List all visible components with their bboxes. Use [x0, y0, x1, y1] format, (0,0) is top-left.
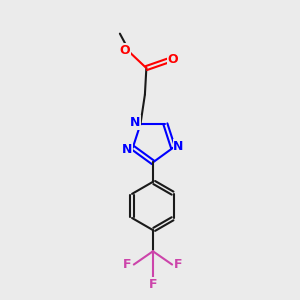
Text: F: F	[174, 258, 183, 271]
Text: F: F	[123, 258, 132, 271]
Text: N: N	[173, 140, 184, 153]
Text: F: F	[149, 278, 157, 291]
Text: O: O	[120, 44, 130, 57]
Text: O: O	[168, 53, 178, 66]
Text: N: N	[130, 116, 140, 129]
Text: N: N	[122, 143, 133, 156]
